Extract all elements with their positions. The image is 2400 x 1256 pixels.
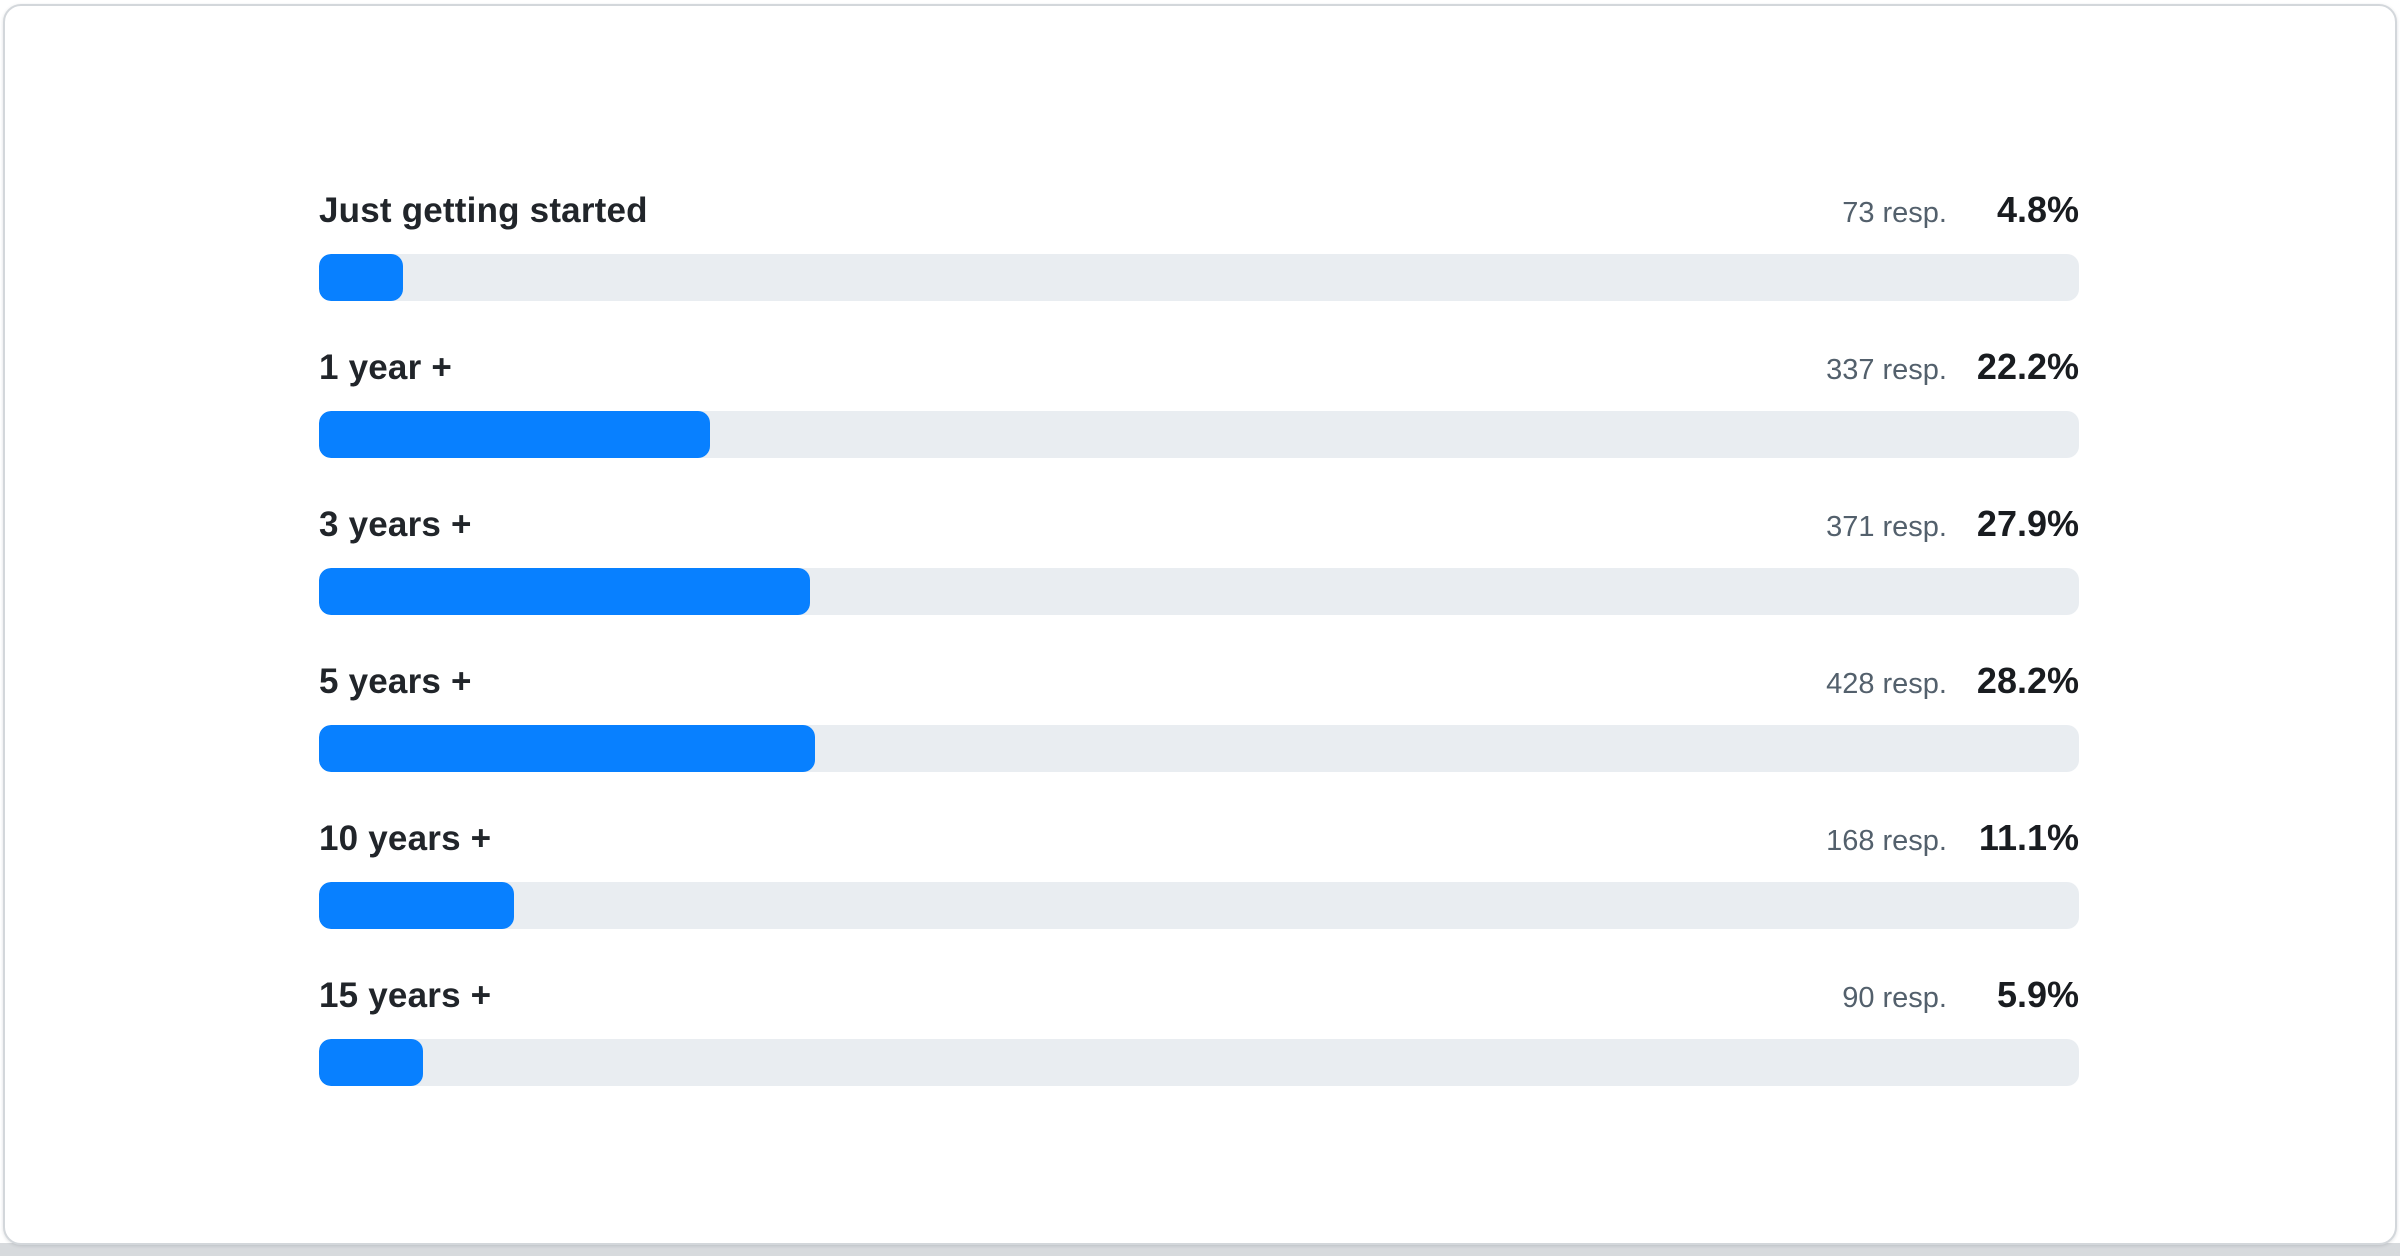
percent-value: 11.1% xyxy=(1978,817,2079,858)
chart-row: 15 years + 90 resp. 5.9% xyxy=(319,967,2079,1086)
bar-fill xyxy=(319,568,811,615)
bar-track xyxy=(319,725,2079,772)
percent-value: 27.9% xyxy=(1976,503,2079,544)
row-header: 3 years + 371 resp. 27.9% xyxy=(319,496,2079,554)
bar-fill xyxy=(319,882,515,929)
response-count: 337 resp. xyxy=(1826,354,1947,386)
row-header: 1 year + 337 resp. 22.2% xyxy=(319,339,2079,397)
answer-label: 15 years + xyxy=(319,976,492,1015)
percent-value: 5.9% xyxy=(1996,974,2079,1015)
row-meta: 371 resp. 27.9% xyxy=(1826,503,2079,545)
survey-results-card: Just getting started 73 resp. 4.8% 1 yea… xyxy=(3,4,2397,1245)
chart-row: 10 years + 168 resp. 11.1% xyxy=(319,810,2079,929)
answer-label: 1 year + xyxy=(319,348,452,387)
row-meta: 90 resp. 5.9% xyxy=(1842,974,2079,1016)
percent-value: 22.2% xyxy=(1976,346,2079,387)
bar-track xyxy=(319,1039,2079,1086)
row-meta: 168 resp. 11.1% xyxy=(1826,817,2079,859)
chart-row: 3 years + 371 resp. 27.9% xyxy=(319,496,2079,615)
response-count: 168 resp. xyxy=(1826,825,1947,857)
response-count: 371 resp. xyxy=(1826,511,1947,543)
bar-track xyxy=(319,882,2079,929)
bar-fill xyxy=(319,411,710,458)
row-header: Just getting started 73 resp. 4.8% xyxy=(319,182,2079,240)
row-header: 10 years + 168 resp. 11.1% xyxy=(319,810,2079,868)
chart-row: 1 year + 337 resp. 22.2% xyxy=(319,339,2079,458)
row-header: 5 years + 428 resp. 28.2% xyxy=(319,653,2079,711)
answer-label: 3 years + xyxy=(319,505,472,544)
row-meta: 337 resp. 22.2% xyxy=(1826,346,2079,388)
bar-track xyxy=(319,568,2079,615)
survey-bar-chart: Just getting started 73 resp. 4.8% 1 yea… xyxy=(319,182,2079,1124)
answer-label: 10 years + xyxy=(319,819,492,858)
row-meta: 73 resp. 4.8% xyxy=(1842,189,2079,231)
response-count: 73 resp. xyxy=(1842,197,1947,229)
chart-row: 5 years + 428 resp. 28.2% xyxy=(319,653,2079,772)
response-count: 90 resp. xyxy=(1842,982,1947,1014)
bar-track xyxy=(319,254,2079,301)
bar-fill xyxy=(319,725,816,772)
answer-label: Just getting started xyxy=(319,191,648,230)
row-header: 15 years + 90 resp. 5.9% xyxy=(319,967,2079,1025)
row-meta: 428 resp. 28.2% xyxy=(1826,660,2079,702)
percent-value: 4.8% xyxy=(1996,189,2079,230)
percent-value: 28.2% xyxy=(1976,660,2079,701)
response-count: 428 resp. xyxy=(1826,668,1947,700)
bar-fill xyxy=(319,254,404,301)
answer-label: 5 years + xyxy=(319,662,472,701)
page-background-strip xyxy=(0,1243,2400,1256)
bar-fill xyxy=(319,1039,423,1086)
bar-track xyxy=(319,411,2079,458)
chart-row: Just getting started 73 resp. 4.8% xyxy=(319,182,2079,301)
